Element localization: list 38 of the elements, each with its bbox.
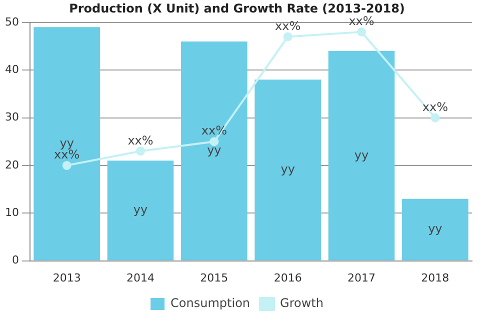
legend-label: Growth [280, 296, 324, 310]
bar [34, 27, 100, 260]
data-label: xx% [128, 133, 154, 148]
y-tick-label: 0 [12, 254, 19, 267]
point [210, 137, 219, 146]
bar [402, 198, 468, 260]
x-tick-label: 2018 [421, 271, 450, 284]
point [62, 160, 72, 170]
y-tick-label: 20 [4, 158, 19, 172]
point [357, 27, 366, 36]
point [283, 32, 292, 42]
x-tick-label: 2017 [348, 271, 376, 284]
y-tick-label: 40 [4, 62, 19, 76]
bar [328, 51, 395, 260]
data-label: yy [60, 136, 74, 150]
x-tick-label: 2015 [200, 271, 228, 284]
y-tick-label: 10 [4, 206, 19, 219]
data-label: xx% [275, 18, 301, 33]
point [136, 146, 145, 156]
data-label: xx% [348, 14, 374, 28]
legend-label: Consumption [170, 296, 250, 310]
bar [254, 80, 321, 260]
x-tick-label: 2013 [52, 271, 81, 284]
bar [107, 160, 174, 260]
data-label: xx% [201, 124, 227, 138]
bar [181, 41, 248, 260]
y-tick-label: 50 [4, 15, 19, 28]
y-tick-label: 30 [4, 110, 19, 124]
data-label: xx% [422, 100, 448, 114]
data-label: yy [354, 148, 369, 162]
x-tick-label: 2014 [126, 271, 154, 284]
data-label: yy [207, 143, 222, 158]
x-tick-label: 2016 [274, 271, 302, 284]
data-label: yy [428, 222, 442, 236]
point [430, 113, 440, 122]
data-label: yy [133, 202, 148, 217]
chart-title: Production (X Unit) and Growth Rate (2013-2018) [69, 1, 405, 16]
data-label: yy [280, 162, 295, 176]
